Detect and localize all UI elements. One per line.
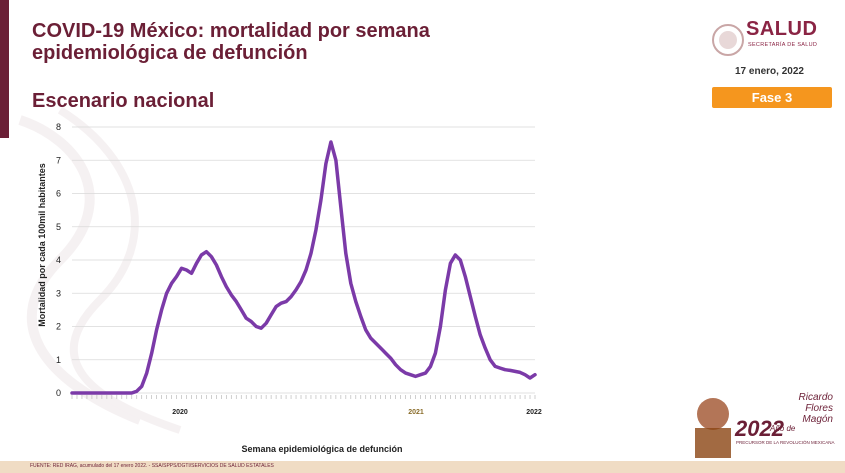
y-tick-label: 7 [56, 155, 61, 165]
y-axis-ticks: 0 1 2 3 4 5 6 7 8 [56, 122, 61, 398]
y-axis-label: Mortalidad por cada 100mil habitantes [37, 163, 47, 327]
x-axis-year-labels: 2020 2021 2022 [172, 409, 542, 416]
title-line-1: COVID-19 México: mortalidad por semana [32, 20, 430, 42]
x-axis-label: Semana epidemiológica de defunción [241, 444, 402, 454]
y-tick-label: 1 [56, 355, 61, 365]
anniversary-ano: Año de [770, 424, 796, 433]
y-tick-label: 3 [56, 288, 61, 298]
anniversary-portrait [695, 398, 731, 458]
salud-logo [712, 24, 744, 56]
y-tick-label: 6 [56, 189, 61, 199]
chart-grid [72, 126, 535, 394]
year-label: 2020 [172, 409, 188, 416]
year-label: 2022 [526, 409, 542, 416]
anniversary-name: Ricardo Flores Magón [798, 392, 833, 425]
series-line [70, 140, 537, 395]
y-tick-label: 2 [56, 322, 61, 332]
footer-bar [0, 461, 845, 473]
title-line-2: epidemiológica de defunción [32, 42, 308, 64]
background-watermark [18, 106, 182, 434]
page-subtitle: Escenario nacional [32, 90, 215, 112]
salud-logo-subtext: SECRETARÍA DE SALUD [748, 42, 818, 48]
year-label: 2021 [408, 409, 424, 416]
accent-bar [0, 0, 9, 138]
anniversary-year: 2022 [735, 416, 784, 441]
report-date: 17 enero, 2022 [735, 66, 804, 77]
salud-logo-text: SALUD [746, 18, 818, 40]
footer-source: FUENTE: RED IRAG, acumulado del 17 enero… [30, 463, 274, 469]
page-title: COVID-19 México: mortalidad por semana e… [32, 20, 552, 64]
y-tick-label: 5 [56, 222, 61, 232]
y-tick-label: 8 [56, 122, 61, 132]
y-tick-label: 0 [56, 388, 61, 398]
x-axis-week-ticks [71, 395, 536, 399]
phase-badge: Fase 3 [712, 87, 832, 108]
anniversary-subtitle: PRECURSOR DE LA REVOLUCIÓN MEXICANA [736, 440, 835, 445]
y-tick-label: 4 [56, 255, 61, 265]
